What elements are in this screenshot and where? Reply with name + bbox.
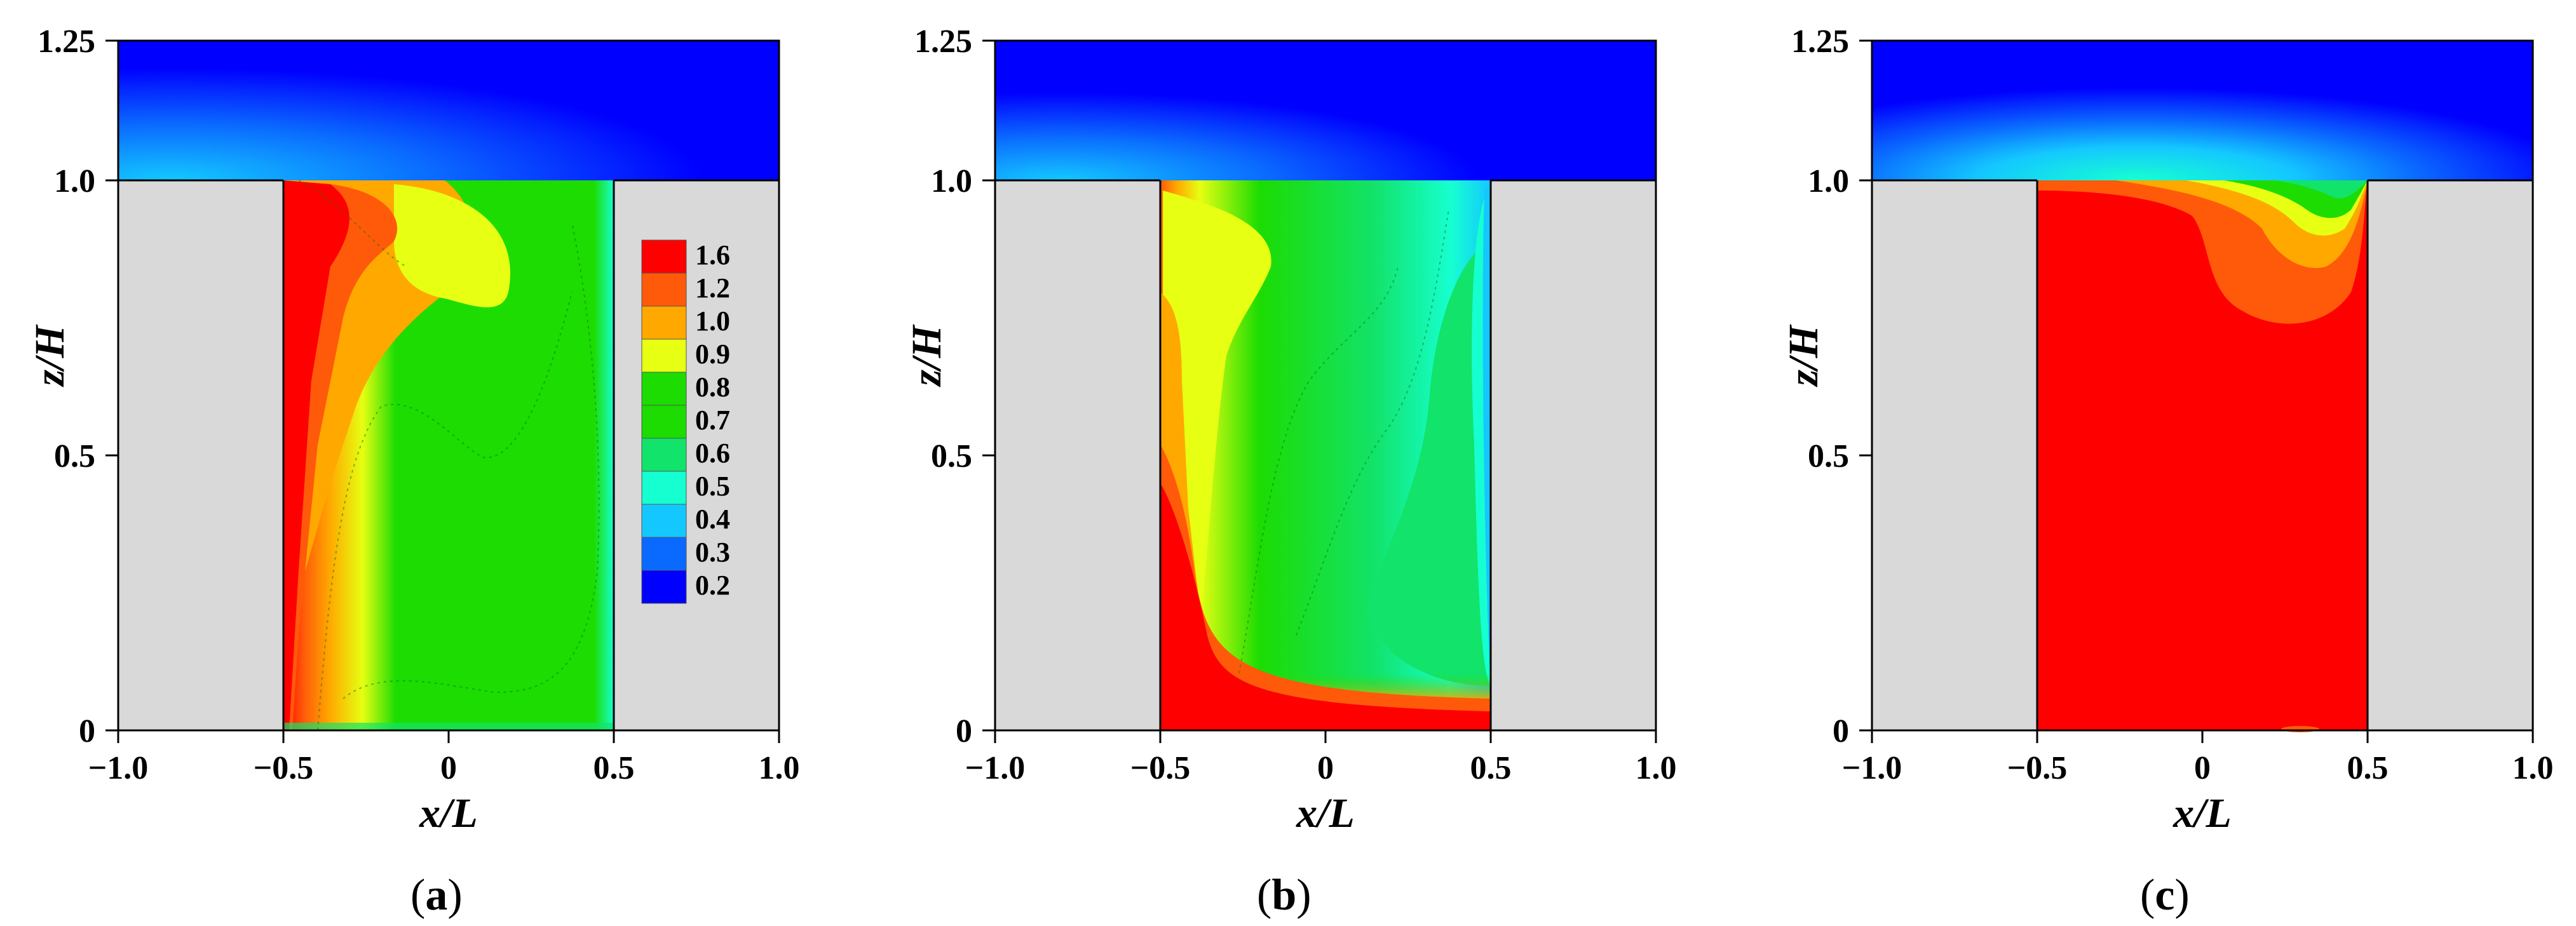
panel-a-legend: 1.61.21.00.90.80.70.60.50.40.30.2 <box>635 234 756 610</box>
panel-b-xtick-label: 0 <box>1317 750 1334 786</box>
legend-swatch <box>641 339 687 373</box>
panel-a-ytick-label: 0 <box>79 713 95 749</box>
panel-a-yticks <box>105 39 118 732</box>
panel-a-ylabel: z/H <box>27 324 73 387</box>
panel-a-xtick-label: −1.0 <box>88 750 149 786</box>
panel-a-contour-lines <box>298 180 600 731</box>
panel-a-ytick-label: 1.25 <box>37 23 95 60</box>
panel-a-corner-red <box>283 180 349 730</box>
legend-swatch <box>641 305 687 340</box>
panel-c: −1.0 −0.5 0 0.5 1.0 0 0.5 1.0 1.25 x/L z… <box>1780 23 2554 920</box>
panel-c-xtick-label: 1.0 <box>2512 750 2554 786</box>
panel-c-xtick-label: 0.5 <box>2347 750 2389 786</box>
panel-c-xticks <box>1871 730 2534 743</box>
panel-b-yticks <box>982 39 995 732</box>
panel-c-yticks <box>1859 39 1872 732</box>
panel-b-xlabel: x/L <box>1296 790 1355 836</box>
panel-a-xtick-label: 0.5 <box>593 750 635 786</box>
panel-a-xtick-label: −0.5 <box>254 750 314 786</box>
legend-swatch <box>641 372 687 406</box>
panel-b-xtick-label: −0.5 <box>1130 750 1191 786</box>
panel-a-xtick-label: 0 <box>440 750 457 786</box>
panel-c-ytick-label: 0.5 <box>1808 438 1849 474</box>
panel-c-ytick-label: 1.25 <box>1791 23 1849 60</box>
panel-b-xtick-label: −1.0 <box>965 750 1026 786</box>
panel-c-ylabel: z/H <box>1780 324 1827 387</box>
panel-b-caption: (b) <box>1257 871 1312 920</box>
panel-b-ylabel: z/H <box>904 324 950 387</box>
panel-c-teal-lobe <box>2275 180 2368 199</box>
panel-c-xtick-label: 0 <box>2194 750 2211 786</box>
panel-c-ytick-label: 0 <box>1833 713 1849 749</box>
panel-b-left-wall <box>995 180 1160 730</box>
panel-b: −1.0 −0.5 0 0.5 1.0 0 0.5 1.0 1.25 x/L z… <box>904 23 1677 920</box>
legend-label: 1.0 <box>695 305 730 337</box>
panel-c-left-wall <box>1872 180 2037 730</box>
legend-swatch <box>641 438 687 472</box>
panel-b-contour-lines <box>1238 209 1449 674</box>
panel-a-xtick-label: 1.0 <box>759 750 800 786</box>
panel-a-xticks <box>117 730 780 743</box>
panel-a: −1.0 −0.5 0 0.5 1.0 0 0.5 1.0 1.25 x/L z… <box>27 23 800 920</box>
legend-label: 0.2 <box>695 570 730 601</box>
legend-label: 1.2 <box>695 272 730 304</box>
legend-label: 0.5 <box>695 471 730 502</box>
legend-label: 0.8 <box>695 372 730 403</box>
legend-label: 0.3 <box>695 537 730 568</box>
panel-b-ytick-label: 0.5 <box>931 438 972 474</box>
panel-a-top-flow <box>118 41 779 180</box>
panel-a-upper-lobe-yellow <box>394 184 511 307</box>
panel-a-left-wall <box>118 180 283 730</box>
panel-a-ytick-label: 1.0 <box>54 163 95 199</box>
legend-swatch <box>641 471 687 505</box>
panel-a-bottom-strip <box>283 723 614 730</box>
panel-b-ytick-label: 0 <box>956 713 972 749</box>
panel-a-caption: (a) <box>410 871 463 920</box>
panel-b-teal-region <box>1366 241 1491 686</box>
panel-b-ytick-label: 1.0 <box>931 163 972 199</box>
panel-a-corner-darkorange <box>289 184 398 730</box>
legend-swatch <box>641 570 687 604</box>
panel-c-xtick-label: −1.0 <box>1842 750 1902 786</box>
legend-swatch <box>641 239 687 274</box>
panel-b-right-wall <box>1491 180 1656 730</box>
panel-b-cyan-strip <box>1482 180 1491 686</box>
panel-a-ytick-label: 0.5 <box>54 438 95 474</box>
panel-b-left-red <box>1160 483 1491 730</box>
panel-b-xtick-label: 0.5 <box>1470 750 1512 786</box>
legend-label: 0.9 <box>695 339 730 370</box>
panel-b-axes <box>994 39 1657 732</box>
panel-b-xtick-label: 1.0 <box>1636 750 1677 786</box>
panel-c-top-flow <box>1872 41 2533 180</box>
legend-label: 0.7 <box>695 405 730 436</box>
panel-c-ytick-label: 1.0 <box>1808 163 1849 199</box>
legend-swatch <box>641 537 687 571</box>
panel-c-xlabel: x/L <box>2173 790 2232 836</box>
panel-b-top-flow <box>995 41 1656 180</box>
panel-c-caption: (c) <box>2140 871 2190 920</box>
panel-a-xlabel: x/L <box>419 790 478 836</box>
legend-swatch <box>641 405 687 439</box>
legend-swatch <box>641 272 687 307</box>
panel-c-xtick-label: −0.5 <box>2007 750 2068 786</box>
panel-b-xticks <box>994 730 1657 743</box>
legend-label: 1.6 <box>695 239 730 271</box>
panel-c-right-wall <box>2368 180 2533 730</box>
legend-swatch <box>641 504 687 538</box>
legend-label: 0.4 <box>695 504 730 535</box>
legend-label: 0.6 <box>695 438 730 469</box>
panel-b-ytick-label: 1.25 <box>914 23 972 60</box>
